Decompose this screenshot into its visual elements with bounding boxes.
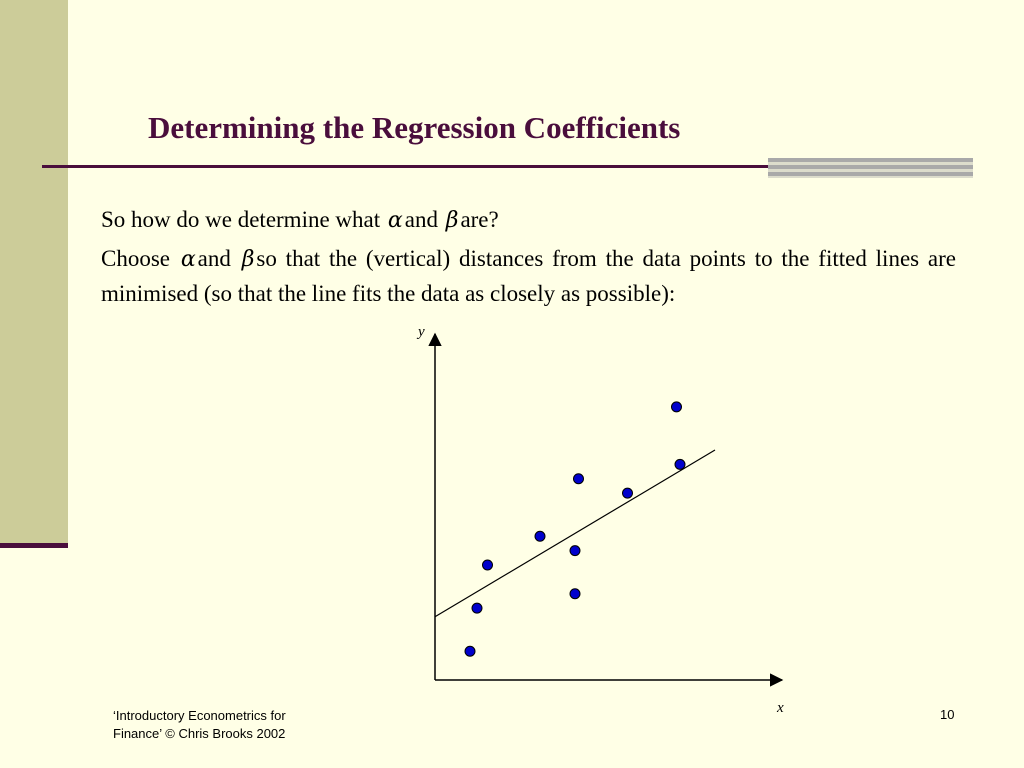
data-point-5 [569, 545, 581, 557]
choose-and: and [197, 246, 231, 271]
y-axis-label: y [416, 324, 425, 340]
fit-line [434, 449, 716, 618]
alpha-symbol: α [387, 208, 403, 233]
footer-credit: ‘Introductory Econometrics for Finance’ … [113, 707, 286, 743]
question-and: and [404, 207, 438, 232]
slide-title: Determining the Regression Coefficients [148, 110, 681, 145]
beta-symbol-2: β [241, 247, 255, 272]
data-point-4 [534, 530, 546, 542]
question-pre: So how do we determine what [101, 207, 381, 232]
title-rule [42, 165, 973, 168]
page-number: 10 [940, 707, 955, 722]
data-point-2 [471, 602, 483, 614]
alpha-symbol-2: α [180, 247, 196, 272]
data-point-7 [622, 487, 633, 499]
data-point-3 [482, 559, 493, 571]
title-decor-bar [768, 158, 973, 178]
question-line: So how do we determine what αand βare? [101, 203, 956, 238]
data-point-8 [671, 401, 682, 413]
x-axis-label: x [776, 700, 784, 716]
side-band-rule [0, 543, 68, 548]
slide-body: So how do we determine what αand βare? C… [101, 203, 956, 315]
choose-pre: Choose [101, 246, 170, 271]
data-point-1 [464, 645, 476, 657]
data-points [464, 401, 686, 657]
footer-line-1: ‘Introductory Econometrics for [113, 708, 286, 723]
choose-post: so that the (vertical) distances from th… [101, 246, 956, 306]
data-point-9 [674, 458, 686, 470]
data-point-6 [573, 473, 584, 485]
question-post: are? [460, 207, 499, 232]
data-point-10 [569, 588, 581, 600]
footer-line-2: Finance’ © Chris Brooks 2002 [113, 726, 286, 741]
side-band [0, 0, 68, 545]
beta-symbol: β [445, 208, 459, 233]
choose-paragraph: Choose αand βso that the (vertical) dist… [101, 242, 956, 311]
